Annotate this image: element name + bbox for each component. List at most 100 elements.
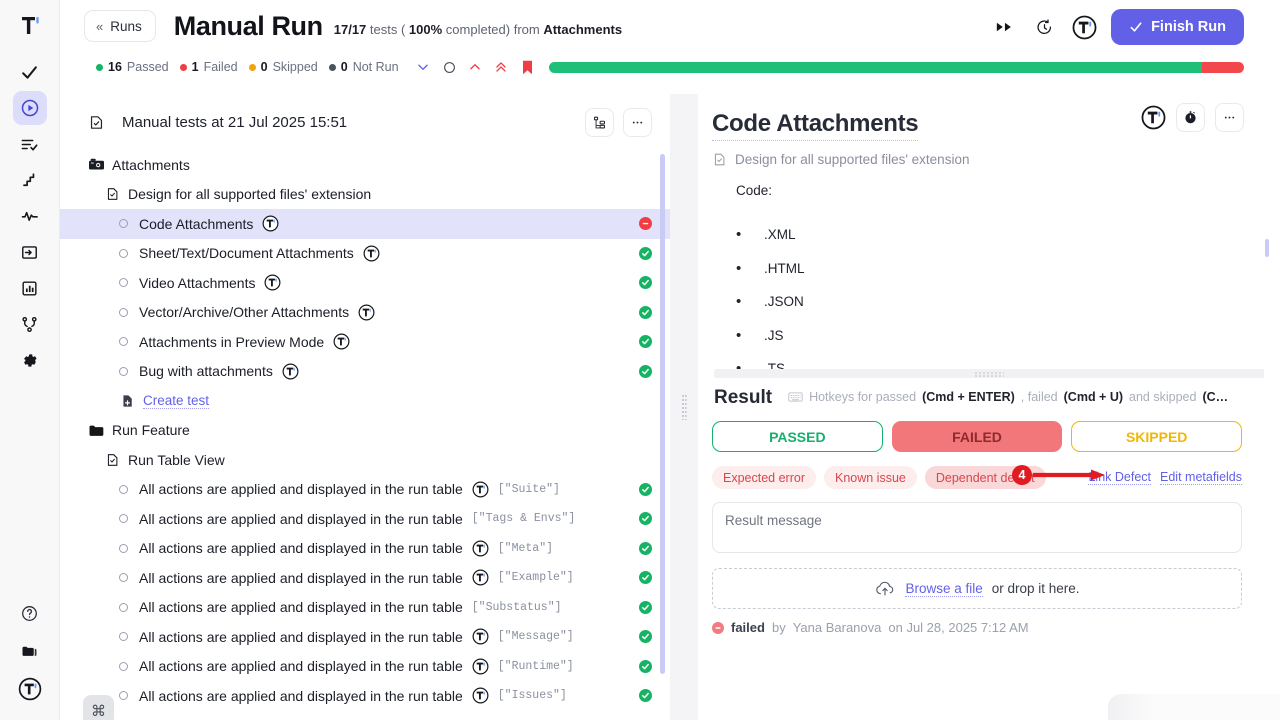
- test-list-item[interactable]: All actions are applied and displayed in…: [60, 475, 670, 505]
- result-hotkeys-hint: Hotkeys for passed (Cmd + ENTER) , faile…: [788, 390, 1228, 404]
- test-list-item[interactable]: All actions are applied and displayed in…: [60, 563, 670, 593]
- more-options-button[interactable]: [1215, 103, 1244, 132]
- sidebar-item-steps[interactable]: [13, 163, 47, 197]
- circle-icon[interactable]: [119, 307, 128, 317]
- assignee-avatar-icon[interactable]: [472, 658, 489, 675]
- result-resize-handle[interactable]: [714, 369, 1264, 378]
- test-list-item[interactable]: All actions are applied and displayed in…: [60, 622, 670, 652]
- assignee-avatar-icon[interactable]: [472, 569, 489, 586]
- sidebar-item-import[interactable]: [13, 235, 47, 269]
- help-circle-icon[interactable]: [13, 596, 47, 630]
- test-list-item[interactable]: All actions are applied and displayed in…: [60, 504, 670, 534]
- assignee-avatar-icon[interactable]: [333, 333, 350, 350]
- assignee-avatar-icon[interactable]: [358, 304, 375, 321]
- sidebar-item-reports[interactable]: [13, 271, 47, 305]
- chevron-down-icon[interactable]: [416, 60, 431, 75]
- mark-skipped-button[interactable]: SKIPPED: [1071, 421, 1243, 452]
- sidebar-item-plans[interactable]: [13, 127, 47, 161]
- mark-failed-button[interactable]: FAILED: [891, 421, 1063, 452]
- create-test-link[interactable]: Create test: [143, 392, 210, 409]
- sidebar-item-settings[interactable]: [13, 343, 47, 377]
- test-group-row[interactable]: Run Feature: [60, 416, 670, 446]
- assignee-avatar-icon[interactable]: [472, 687, 489, 704]
- test-group-row[interactable]: Design for all supported files' extensio…: [60, 180, 670, 210]
- finish-run-button[interactable]: Finish Run: [1111, 9, 1244, 45]
- file-dropzone[interactable]: Browse a file or drop it here.: [712, 568, 1242, 609]
- run-stat-passed[interactable]: 16 Passed: [96, 60, 169, 74]
- tree-layout-button[interactable]: [585, 107, 614, 137]
- circle-icon[interactable]: [119, 661, 128, 671]
- test-list-item[interactable]: All actions are applied and displayed in…: [60, 652, 670, 682]
- test-list-item[interactable]: Bug with attachments: [60, 357, 670, 387]
- create-test-row[interactable]: Create test: [60, 386, 670, 416]
- assignee-avatar[interactable]: [1140, 105, 1166, 131]
- detail-scrollbar[interactable]: [1265, 239, 1269, 257]
- sidebar-item-tests[interactable]: [13, 55, 47, 89]
- assignee-avatar-icon[interactable]: [282, 363, 299, 380]
- back-to-runs-button[interactable]: « Runs: [84, 10, 156, 42]
- circle-icon[interactable]: [119, 366, 128, 376]
- assignee-avatar-icon[interactable]: [472, 540, 489, 557]
- circle-icon[interactable]: [119, 573, 128, 583]
- assignee-avatar-icon[interactable]: [363, 245, 380, 262]
- link-defect-link[interactable]: Link Defect: [1088, 470, 1152, 485]
- substatus-chip-dependent-defect[interactable]: Dependent defect: [924, 466, 1046, 489]
- circle-icon[interactable]: [119, 219, 128, 229]
- passed-status-icon: [639, 364, 652, 378]
- circle-icon[interactable]: [119, 514, 128, 524]
- assignee-avatar-icon[interactable]: [472, 481, 489, 498]
- mark-passed-button[interactable]: PASSED: [712, 421, 883, 452]
- test-list-scroll-area[interactable]: Attachments Design for all supported file…: [60, 150, 670, 720]
- sidebar-item-activity[interactable]: [13, 199, 47, 233]
- run-stat-failed[interactable]: 1 Failed: [179, 60, 238, 74]
- sidebar-item-runs[interactable]: [12, 91, 47, 125]
- run-stat-skipped[interactable]: 0 Skipped: [248, 60, 318, 74]
- substatus-chip-known-issue[interactable]: Known issue: [823, 466, 917, 489]
- circle-icon[interactable]: [119, 602, 128, 612]
- test-list-item[interactable]: All actions are applied and displayed in…: [60, 593, 670, 623]
- circle-icon[interactable]: [119, 543, 128, 553]
- sidebar-item-integrations[interactable]: [13, 307, 47, 341]
- circle-icon[interactable]: [119, 278, 128, 288]
- back-to-runs-label: Runs: [110, 18, 142, 34]
- test-list-item[interactable]: All actions are applied and displayed in…: [60, 681, 670, 711]
- circle-icon[interactable]: [119, 248, 128, 258]
- account-avatar-icon[interactable]: [13, 672, 47, 706]
- edit-metafields-link[interactable]: Edit metafields: [1160, 470, 1242, 485]
- test-group-row[interactable]: Run Table View: [60, 445, 670, 475]
- assignee-avatar-icon[interactable]: [472, 628, 489, 645]
- folders-icon[interactable]: [13, 634, 47, 668]
- detail-description[interactable]: Code: .XML.HTML.JSON.JS.TS: [698, 167, 1280, 369]
- run-stat-not-run[interactable]: 0 Not Run: [328, 60, 399, 74]
- test-list-item[interactable]: Sheet/Text/Document Attachments: [60, 239, 670, 269]
- assignee-avatar-icon[interactable]: [264, 274, 281, 291]
- circle-icon[interactable]: [119, 691, 128, 701]
- fast-forward-icon[interactable]: [991, 14, 1017, 40]
- circle-icon[interactable]: [119, 632, 128, 642]
- test-list-scrollbar[interactable]: [660, 154, 665, 674]
- add-document-icon: [119, 393, 136, 409]
- bookmark-flag-icon[interactable]: [520, 60, 535, 75]
- substatus-chip-expected-error[interactable]: Expected error: [712, 466, 816, 489]
- panel-splitter[interactable]: [670, 94, 698, 720]
- circle-icon[interactable]: [119, 337, 128, 347]
- circle-icon[interactable]: [119, 484, 128, 494]
- double-chevron-up-icon[interactable]: [494, 60, 509, 75]
- assignee-avatar-icon[interactable]: [262, 215, 279, 232]
- rerun-timer-icon[interactable]: [1031, 14, 1057, 40]
- test-list-item[interactable]: All actions are applied and displayed in…: [60, 534, 670, 564]
- browse-file-link[interactable]: Browse a file: [905, 580, 983, 597]
- test-list-item[interactable]: Attachments in Preview Mode: [60, 327, 670, 357]
- timer-button[interactable]: [1176, 103, 1205, 132]
- command-key-badge[interactable]: ⌘: [83, 695, 114, 720]
- test-group-row[interactable]: Attachments: [60, 150, 670, 180]
- more-options-button[interactable]: [623, 107, 652, 137]
- test-list-item[interactable]: Vector/Archive/Other Attachments: [60, 298, 670, 328]
- user-avatar-icon[interactable]: [1071, 14, 1097, 40]
- circle-outline-icon[interactable]: [442, 60, 457, 75]
- test-list-item[interactable]: Code Attachments: [60, 209, 670, 239]
- detail-title[interactable]: Code Attachments: [712, 110, 919, 141]
- test-list-item[interactable]: Video Attachments: [60, 268, 670, 298]
- chevron-up-icon[interactable]: [468, 60, 483, 75]
- result-message-input[interactable]: [712, 502, 1242, 553]
